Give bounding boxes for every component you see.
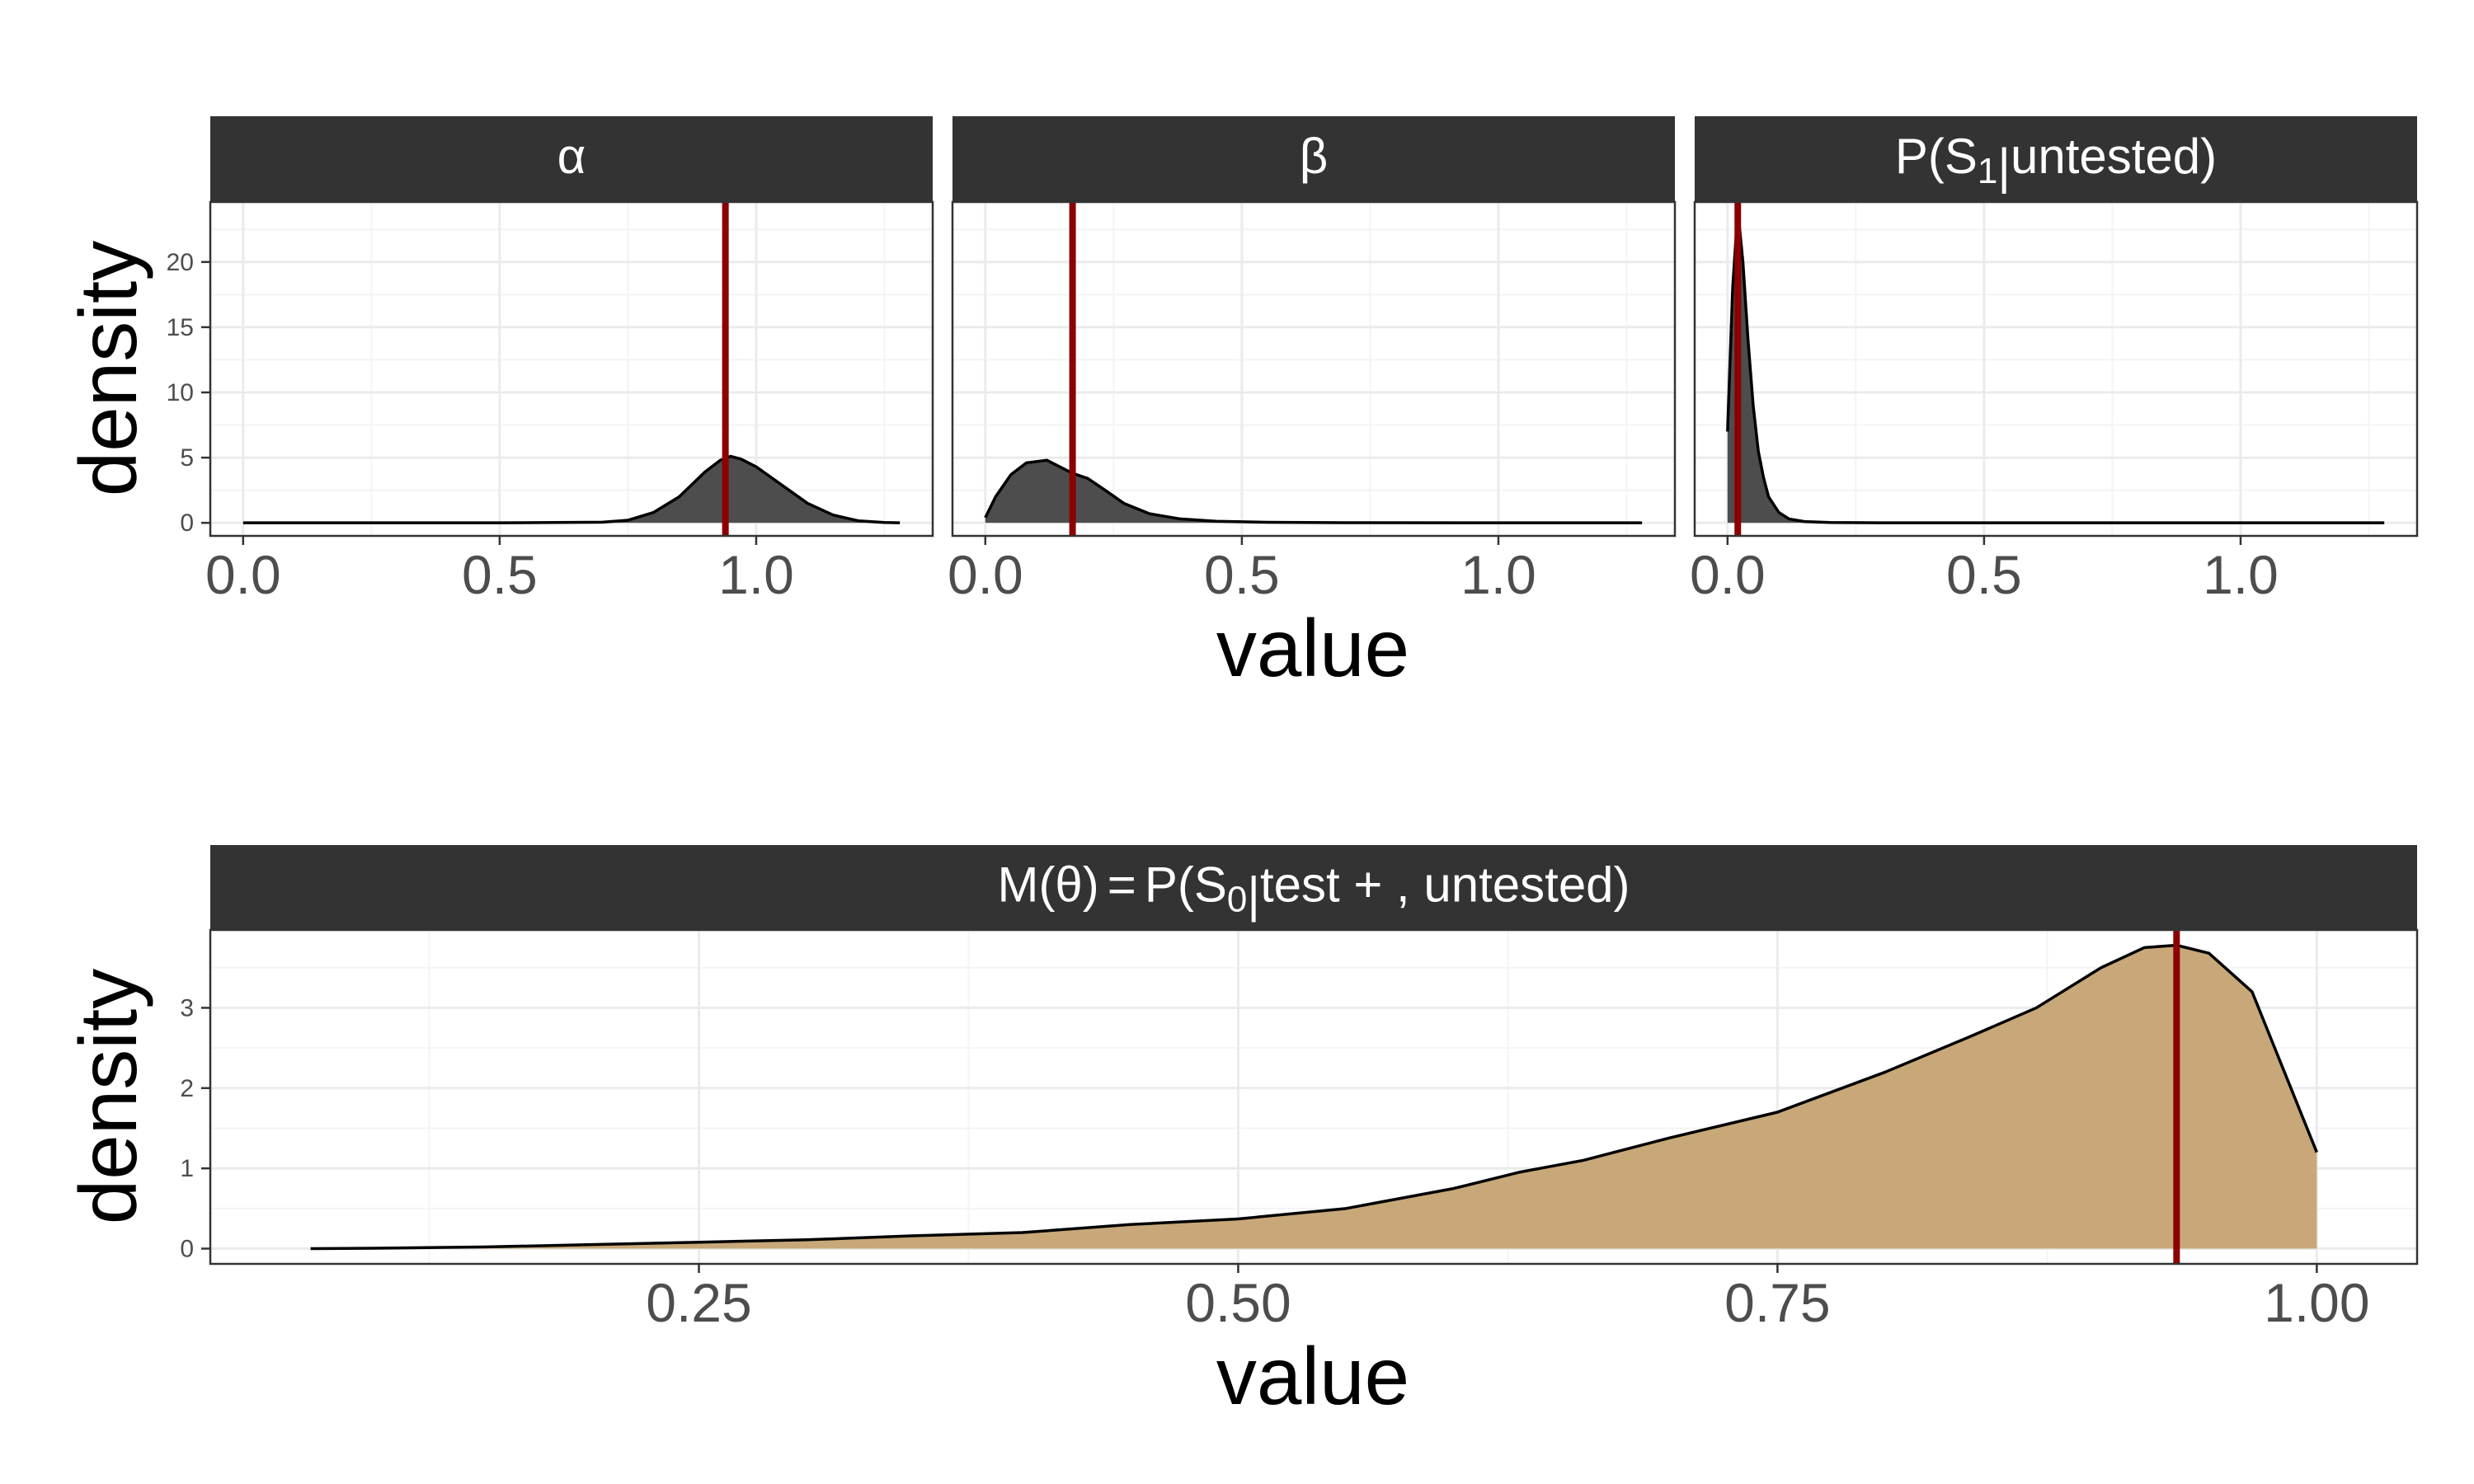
x-tick-label: 0.75: [1724, 1272, 1830, 1333]
strip-label-prefix: P(S: [1145, 857, 1227, 913]
y-tick-label: 2: [180, 1075, 194, 1102]
x-tick-label: 1.0: [718, 544, 794, 605]
y-axis-title: density: [63, 241, 153, 497]
x-tick-label: 1.0: [2203, 544, 2279, 605]
strip-label: β: [1300, 129, 1329, 184]
x-axis-title: value: [1216, 1331, 1409, 1421]
y-axis-title: density: [63, 969, 153, 1225]
strip-label-symbol: β: [1300, 129, 1329, 184]
y-tick-label: 20: [167, 249, 194, 276]
x-tick-label: 1.00: [2264, 1272, 2369, 1333]
density-line: [242, 454, 901, 524]
facet-beta: β 0.0 0.5 1.0: [948, 116, 1677, 605]
strip-label-mid: |: [1247, 867, 1260, 923]
x-tick-label: 0.0: [948, 544, 1023, 605]
x-tick-label: 0.0: [205, 544, 281, 605]
strip-label-symbol: α: [557, 129, 586, 184]
strip-label-sub: 1: [1978, 151, 1997, 191]
facet-alpha: α 0.0 0.5 1.0 0 5 10 15 20: [167, 116, 934, 605]
x-tick-label: 0.5: [1204, 544, 1280, 605]
y-tick-label: 5: [180, 444, 194, 472]
y-tick-label: 0: [180, 510, 194, 537]
density-area: [242, 456, 901, 524]
strip-background: [210, 116, 933, 202]
strip-label-mid: |: [1997, 139, 2011, 194]
strip-label-prefix: P(S: [1895, 129, 1978, 184]
panel-border: [209, 200, 934, 538]
x-tick-label: 0.5: [462, 544, 538, 605]
x-tick-label: 0.50: [1185, 1272, 1291, 1333]
bottom-chart: M(θ) = P(S0|test + , untested)0.25 0.50 0.75…: [63, 845, 2419, 1421]
x-tick-label: 1.0: [1460, 544, 1536, 605]
x-tick-label: 0.5: [1946, 544, 2022, 605]
y-tick-label: 10: [167, 379, 194, 406]
panel-border: [209, 928, 2419, 1266]
strip-label-suffix: test + , untested): [1260, 857, 1630, 913]
panel-background: [1695, 202, 2417, 536]
facet-p_s1: P(S1|untested) 0.0 0.5 1.0: [1690, 116, 2419, 605]
strip-label: α: [557, 129, 586, 184]
strip-background: [1695, 116, 2417, 202]
x-tick-label: 0.25: [646, 1272, 751, 1333]
strip-label-suffix: untested): [2011, 129, 2217, 184]
strip-background: [210, 845, 2417, 930]
density-line: [310, 943, 2318, 1251]
x-axis-title: value: [1216, 603, 1409, 693]
x-tick-label: 0.0: [1690, 544, 1766, 605]
density-area: [985, 460, 1643, 524]
strip-label-left: M(θ): [997, 857, 1098, 913]
panel-border: [1693, 200, 2419, 538]
density-area: [310, 945, 2317, 1249]
y-tick-label: 15: [167, 314, 194, 341]
strip-label: P(S1|untested): [1895, 129, 2217, 194]
density-line: [984, 458, 1643, 524]
strip-background: [952, 116, 1675, 202]
facet-m_theta: M(θ) = P(S0|test + , untested)0.25 0.50 0.75…: [180, 845, 2419, 1333]
y-tick-label: 0: [180, 1236, 194, 1263]
strip-label-sub: 0: [1227, 880, 1247, 920]
strip-label: M(θ) = P(S0|test + , untested): [997, 857, 1630, 923]
y-tick-label: 3: [180, 994, 194, 1021]
y-tick-label: 1: [180, 1155, 194, 1182]
panel-border: [951, 200, 1677, 538]
panel-background: [210, 202, 933, 536]
strip-label-eq: =: [1108, 857, 1136, 913]
